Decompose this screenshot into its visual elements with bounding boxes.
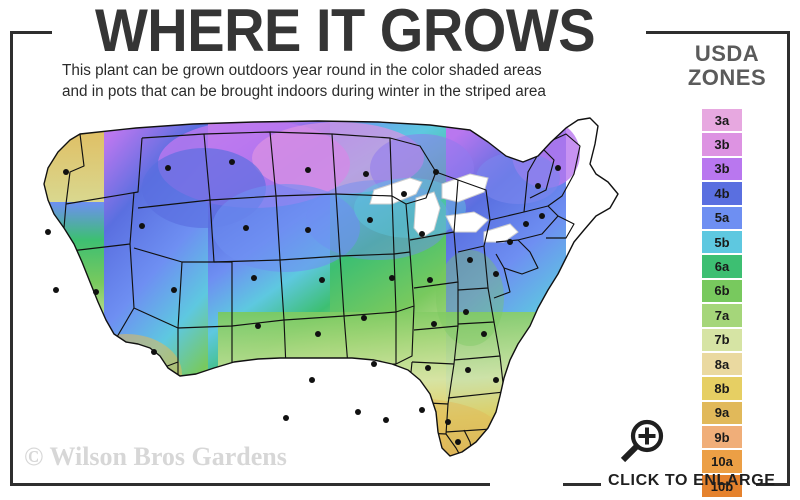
subtitle-line-1: This plant can be grown outdoors year ro…: [62, 62, 542, 79]
country-outline: [43, 117, 619, 457]
legend-swatch-8a-10: 8a: [701, 351, 743, 377]
enlarge-left-rule: [563, 483, 601, 486]
legend-swatch-10b-15: 10b: [701, 473, 743, 499]
legend-swatch-3b-1: 3b: [701, 132, 743, 157]
usda-zone-legend: 3a 3b 3b 4b 5a 5b 6a 6b 7a 7b 8a 8b 9a 9b 10a 10b: [701, 108, 743, 499]
legend-swatch-9b-13: 9b: [701, 425, 743, 450]
legend-swatch-3a-0: 3a: [701, 108, 743, 133]
legend-swatch-8b-11: 8b: [701, 376, 743, 401]
usda-hardiness-zone-map[interactable]: [18, 112, 648, 472]
legend-swatch-10a-14: 10a: [701, 449, 743, 474]
legend-swatch-7a-8: 7a: [701, 303, 743, 328]
frame-top-left-stub: [10, 31, 52, 34]
legend-heading-line-2: ZONES: [687, 65, 767, 90]
legend-swatch-4b-3: 4b: [701, 181, 743, 206]
frame-right-edge: [787, 31, 790, 486]
city-dots: [45, 159, 561, 445]
frame-bottom-left-rule: [10, 483, 490, 486]
legend-heading-line-1: USDA: [694, 41, 760, 66]
click-to-enlarge-label[interactable]: CLICK TO ENLARGE: [608, 472, 776, 489]
subtitle-line-2: and in pots that can be brought indoors …: [62, 83, 546, 100]
frame-left-edge: [10, 31, 13, 486]
magnifier-plus-icon[interactable]: [617, 418, 667, 468]
legend-swatch-7b-9: 7b: [701, 327, 743, 352]
legend-swatch-9a-12: 9a: [701, 400, 743, 426]
great-lakes: [369, 173, 519, 243]
legend-heading: USDA ZONES: [672, 42, 782, 90]
frame-bottom-right-rule: [756, 483, 790, 486]
map-zone-fill: [44, 118, 580, 456]
legend-swatch-6b-7: 6b: [701, 278, 743, 304]
frame-top-right-stub: [646, 31, 790, 34]
page-title: WHERE IT GROWS: [94, 0, 596, 64]
subtitle-block: This plant can be grown outdoors year ro…: [62, 60, 662, 102]
legend-swatch-6a-6: 6a: [701, 254, 743, 279]
legend-swatch-5b-5: 5b: [701, 229, 743, 255]
watermark: © Wilson Bros Gardens: [24, 442, 287, 471]
legend-swatch-5a-4: 5a: [701, 205, 743, 230]
legend-swatch-3b-2: 3b: [701, 156, 743, 182]
